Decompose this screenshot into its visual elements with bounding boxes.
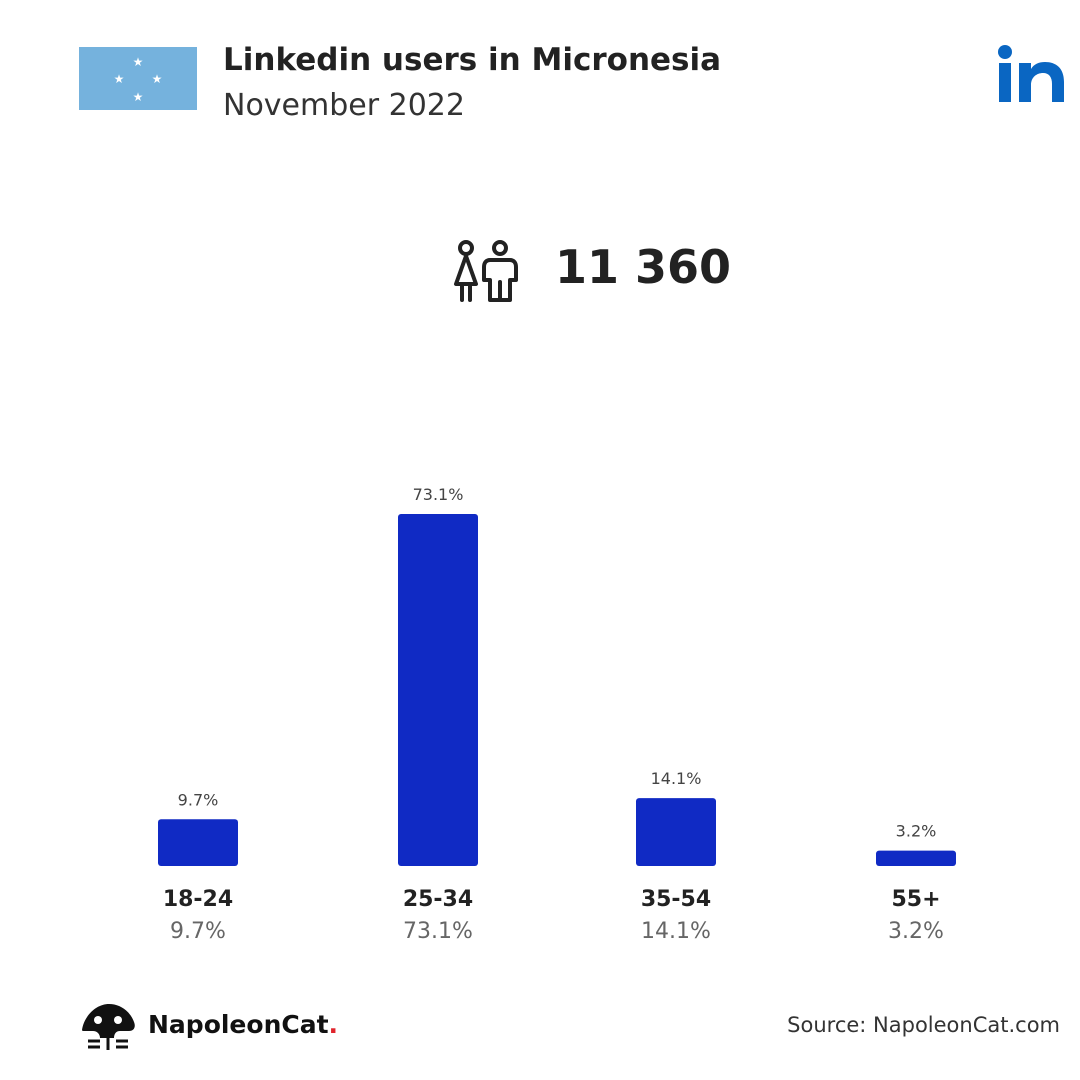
bar-value-label: 9.7% [178,790,219,809]
svg-text:★: ★ [133,55,144,69]
category-percent-label: 9.7% [170,919,226,944]
napoleoncat-logo-icon [82,1004,135,1050]
napoleoncat-brand: NapoleonCat. [148,1010,338,1039]
bar-18-24 [158,819,238,866]
category-percent-label: 14.1% [641,919,711,944]
page-subtitle: November 2022 [223,88,465,123]
total-users-value: 11 360 [555,240,732,294]
bar-55+ [876,850,956,866]
linkedin-logo-icon [998,45,1064,102]
bar-35-54 [636,798,716,866]
category-label: 55+ [891,887,940,912]
micronesia-flag-icon: ★ ★ ★ ★ [79,47,197,110]
brand-dot: . [328,1010,339,1039]
bar-value-label: 73.1% [413,485,464,504]
bar-25-34 [398,514,478,866]
brand-name-text: NapoleonCat [148,1010,329,1039]
category-percent-label: 73.1% [403,919,473,944]
category-label: 35-54 [641,887,711,912]
svg-text:★: ★ [114,72,125,86]
svg-text:★: ★ [133,90,144,104]
category-label: 18-24 [163,887,233,912]
page-title: Linkedin users in Micronesia [223,42,722,78]
category-percent-label: 3.2% [888,919,944,944]
users-icon [454,240,518,302]
bar-value-label: 3.2% [896,822,937,841]
bar-value-label: 14.1% [651,769,702,788]
source-credit: Source: NapoleonCat.com [787,1013,1060,1037]
category-label: 25-34 [403,887,473,912]
svg-text:★: ★ [152,72,163,86]
